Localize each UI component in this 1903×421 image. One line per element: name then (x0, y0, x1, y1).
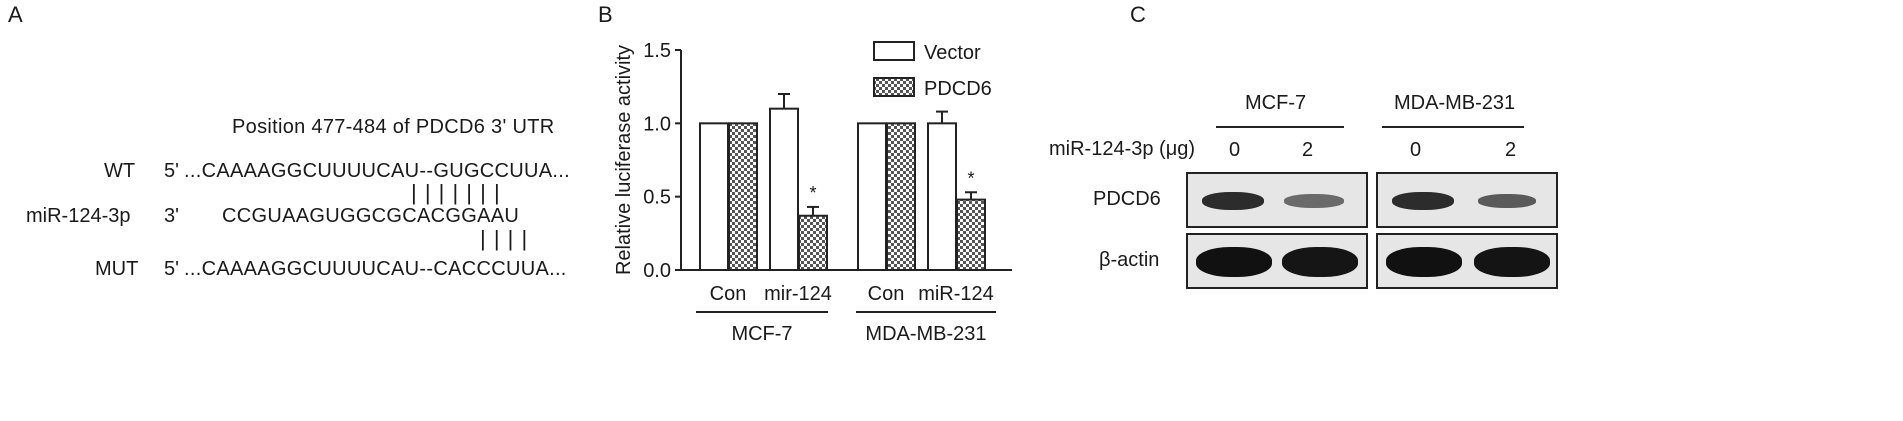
legend-label: Vector (924, 42, 981, 64)
wt-end: 5' (164, 160, 179, 182)
bar-pdcd6 (956, 198, 986, 272)
pairing-lines-bottom: | | | | (480, 226, 529, 251)
dose-label: miR-124-3p (μg) (1049, 138, 1196, 160)
mut-end: 5' (164, 258, 179, 280)
x-tick-label: mir-124 (764, 283, 832, 305)
bar-vector (769, 107, 799, 271)
sequence-header: Position 477-484 of PDCD6 3' UTR (232, 116, 555, 138)
bar-vector (857, 122, 887, 272)
group-label: MCF-7 (731, 323, 792, 345)
x-tick-label: miR-124 (918, 283, 994, 305)
band (1478, 194, 1536, 208)
significance-star: * (967, 168, 974, 188)
mirna-sequence: CCGUAAGUGGCGCACGGAAU (222, 205, 520, 227)
band (1474, 247, 1550, 277)
cell-line-mcf7: MCF-7 (1245, 92, 1307, 114)
blot-actin-mcf7 (1186, 233, 1368, 289)
y-axis-label: Relative luciferase activity (613, 45, 635, 275)
dose-2-a: 2 (1302, 139, 1314, 161)
dose-0-b: 0 (1410, 139, 1422, 161)
legend-label: PDCD6 (924, 78, 992, 100)
band (1202, 192, 1264, 210)
wt-sequence: ...CAAAAGGCUUUUCAU--GUGCCUUA... (184, 160, 570, 182)
blot-actin-mdamb231 (1376, 233, 1558, 289)
legend-swatch-pdcd6 (873, 77, 915, 97)
panel-b-letter: B (598, 2, 613, 27)
luciferase-bar-chart: 0.0 0.5 1.0 1.5 Relative luciferase activity… (613, 40, 1012, 345)
group-label: MDA-MB-231 (865, 323, 986, 345)
row-label-pdcd6: PDCD6 (1093, 188, 1161, 210)
mirna-end: 3' (164, 205, 179, 227)
wt-label: WT (104, 160, 136, 182)
cell-line-mdamb231-underline (1382, 126, 1524, 128)
x-tick-label: Con (710, 283, 747, 305)
y-tick-label: 0.0 (643, 260, 671, 282)
bar-pdcd6 (728, 122, 758, 272)
band (1392, 192, 1454, 210)
panel-c-letter: C (1130, 2, 1146, 27)
cell-line-mcf7-underline (1216, 126, 1344, 128)
row-label-beta-actin: β-actin (1099, 249, 1160, 271)
blot-pdcd6-mcf7 (1186, 172, 1368, 228)
legend-swatch-vector (873, 41, 915, 61)
band (1282, 247, 1358, 277)
y-tick-label: 0.5 (643, 187, 671, 209)
y-tick-label: 1.0 (643, 113, 671, 135)
dose-2-b: 2 (1505, 139, 1517, 161)
band (1196, 247, 1272, 277)
panel-a-letter: A (8, 2, 23, 27)
blot-pdcd6-mdamb231 (1376, 172, 1558, 228)
cell-line-mdamb231: MDA-MB-231 (1394, 92, 1516, 114)
bar-vector (699, 122, 729, 272)
y-tick-label: 1.5 (643, 40, 671, 62)
band (1386, 247, 1462, 277)
pairing-lines-top: | | | | | | | (411, 180, 501, 205)
bar-pdcd6 (886, 122, 916, 272)
significance-star: * (809, 183, 816, 203)
x-tick-label: Con (868, 283, 905, 305)
bar-vector (927, 122, 957, 272)
dose-0-a: 0 (1229, 139, 1241, 161)
bar-pdcd6 (798, 214, 828, 272)
mut-label: MUT (95, 258, 139, 280)
mirna-label: miR-124-3p (26, 205, 131, 227)
mut-sequence: ...CAAAAGGCUUUUCAU--CACCCUUA... (184, 258, 567, 280)
band (1284, 194, 1344, 208)
